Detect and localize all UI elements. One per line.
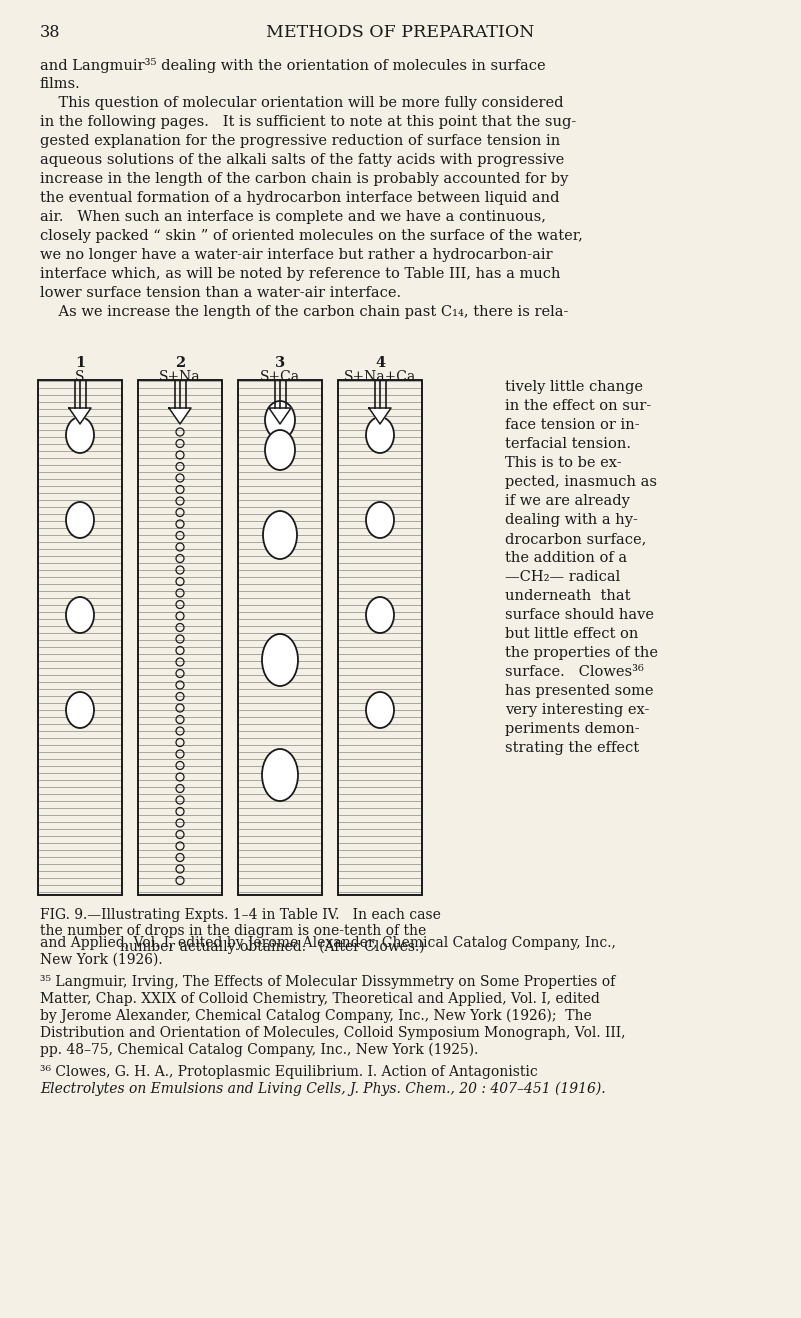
Text: drocarbon surface,: drocarbon surface,: [505, 532, 646, 546]
Text: aqueous solutions of the alkali salts of the fatty acids with progressive: aqueous solutions of the alkali salts of…: [40, 153, 564, 167]
Ellipse shape: [66, 416, 94, 453]
Polygon shape: [69, 409, 91, 424]
Text: ³⁶ Clowes, G. H. A., Protoplasmic Equilibrium. I. Action of Antagonistic: ³⁶ Clowes, G. H. A., Protoplasmic Equili…: [40, 1065, 537, 1079]
Text: very interesting ex-: very interesting ex-: [505, 702, 650, 717]
Ellipse shape: [366, 416, 394, 453]
Text: pp. 48–75, Chemical Catalog Company, Inc., New York (1925).: pp. 48–75, Chemical Catalog Company, Inc…: [40, 1043, 478, 1057]
Text: dealing with a hy-: dealing with a hy-: [505, 513, 638, 527]
Text: we no longer have a water-air interface but rather a hydrocarbon-air: we no longer have a water-air interface …: [40, 248, 553, 262]
Ellipse shape: [366, 692, 394, 728]
Ellipse shape: [262, 634, 298, 685]
Text: FIG. 9.—Illustrating Expts. 1–4 in Table IV.   In each case: FIG. 9.—Illustrating Expts. 1–4 in Table…: [40, 908, 441, 923]
Text: the addition of a: the addition of a: [505, 551, 627, 565]
Text: the properties of the: the properties of the: [505, 646, 658, 660]
Text: in the following pages.   It is sufficient to note at this point that the sug-: in the following pages. It is sufficient…: [40, 115, 576, 129]
Text: surface.   Clowes³⁶: surface. Clowes³⁶: [505, 666, 644, 679]
Polygon shape: [269, 409, 291, 424]
Text: 3: 3: [275, 356, 285, 370]
Text: in the effect on sur-: in the effect on sur-: [505, 399, 651, 413]
Text: 38: 38: [40, 24, 61, 41]
Text: METHODS OF PREPARATION: METHODS OF PREPARATION: [266, 24, 535, 41]
Text: has presented some: has presented some: [505, 684, 654, 699]
Ellipse shape: [66, 692, 94, 728]
Text: number actually obtained.   (After Clowes.): number actually obtained. (After Clowes.…: [120, 940, 425, 954]
Text: the eventual formation of a hydrocarbon interface between liquid and: the eventual formation of a hydrocarbon …: [40, 191, 560, 206]
Text: 1: 1: [74, 356, 85, 370]
Bar: [138, 380, 222, 895]
Text: Distribution and Orientation of Molecules, Colloid Symposium Monograph, Vol. III: Distribution and Orientation of Molecule…: [40, 1025, 626, 1040]
Text: gested explanation for the progressive reduction of surface tension in: gested explanation for the progressive r…: [40, 134, 560, 148]
Text: strating the effect: strating the effect: [505, 741, 639, 755]
Text: Electrolytes on Emulsions and Living Cells, J. Phys. Chem., 20 : 407–451 (1916).: Electrolytes on Emulsions and Living Cel…: [40, 1082, 606, 1097]
Text: films.: films.: [40, 76, 81, 91]
Ellipse shape: [366, 597, 394, 633]
Bar: [38, 380, 122, 895]
Text: lower surface tension than a water-air interface.: lower surface tension than a water-air i…: [40, 286, 401, 301]
Text: increase in the length of the carbon chain is probably accounted for by: increase in the length of the carbon cha…: [40, 173, 569, 186]
Ellipse shape: [262, 749, 298, 801]
Text: and Langmuir³⁵ dealing with the orientation of molecules in surface: and Langmuir³⁵ dealing with the orientat…: [40, 58, 545, 72]
Text: air.   When such an interface is complete and we have a continuous,: air. When such an interface is complete …: [40, 210, 546, 224]
Text: —CH₂— radical: —CH₂— radical: [505, 569, 620, 584]
Text: As we increase the length of the carbon chain past C₁₄, there is rela-: As we increase the length of the carbon …: [40, 304, 569, 319]
Polygon shape: [369, 409, 391, 424]
Text: Matter, Chap. XXIX of Colloid Chemistry, Theoretical and Applied, Vol. I, edited: Matter, Chap. XXIX of Colloid Chemistry,…: [40, 992, 600, 1006]
Text: 4: 4: [375, 356, 385, 370]
Text: terfacial tension.: terfacial tension.: [505, 438, 631, 451]
Text: closely packed “ skin ” of oriented molecules on the surface of the water,: closely packed “ skin ” of oriented mole…: [40, 229, 583, 243]
Polygon shape: [169, 409, 191, 424]
Ellipse shape: [263, 511, 297, 559]
Text: periments demon-: periments demon-: [505, 722, 640, 735]
Text: face tension or in-: face tension or in-: [505, 418, 640, 432]
Text: the number of drops in the diagram is one-tenth of the: the number of drops in the diagram is on…: [40, 924, 426, 938]
Text: S+Na: S+Na: [159, 370, 201, 384]
Text: ³⁵ Langmuir, Irving, The Effects of Molecular Dissymmetry on Some Properties of: ³⁵ Langmuir, Irving, The Effects of Mole…: [40, 975, 615, 988]
Ellipse shape: [66, 597, 94, 633]
Text: S: S: [75, 370, 85, 384]
Text: but little effect on: but little effect on: [505, 627, 638, 641]
Text: surface should have: surface should have: [505, 608, 654, 622]
Text: New York (1926).: New York (1926).: [40, 953, 163, 967]
Text: by Jerome Alexander, Chemical Catalog Company, Inc., New York (1926);  The: by Jerome Alexander, Chemical Catalog Co…: [40, 1010, 592, 1023]
Ellipse shape: [366, 502, 394, 538]
Text: 2: 2: [175, 356, 185, 370]
Text: interface which, as will be noted by reference to Table III, has a much: interface which, as will be noted by ref…: [40, 268, 561, 281]
Text: pected, inasmuch as: pected, inasmuch as: [505, 474, 657, 489]
Text: S+Na+Ca: S+Na+Ca: [344, 370, 417, 384]
Ellipse shape: [265, 430, 295, 471]
Bar: [338, 380, 422, 895]
Text: S+Ca: S+Ca: [260, 370, 300, 384]
Text: underneath  that: underneath that: [505, 589, 630, 604]
Ellipse shape: [66, 502, 94, 538]
Ellipse shape: [265, 401, 295, 439]
Text: This is to be ex-: This is to be ex-: [505, 456, 622, 471]
Text: if we are already: if we are already: [505, 494, 630, 507]
Text: This question of molecular orientation will be more fully considered: This question of molecular orientation w…: [40, 96, 563, 109]
Text: and Applied, Vol. I, edited by Jerome Alexander, Chemical Catalog Company, Inc.,: and Applied, Vol. I, edited by Jerome Al…: [40, 936, 616, 950]
Bar: [238, 380, 322, 895]
Text: tively little change: tively little change: [505, 380, 643, 394]
